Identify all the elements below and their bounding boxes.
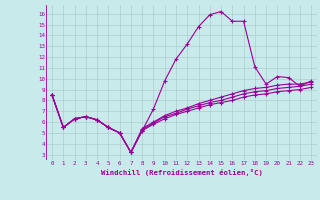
X-axis label: Windchill (Refroidissement éolien,°C): Windchill (Refroidissement éolien,°C) — [101, 169, 262, 176]
